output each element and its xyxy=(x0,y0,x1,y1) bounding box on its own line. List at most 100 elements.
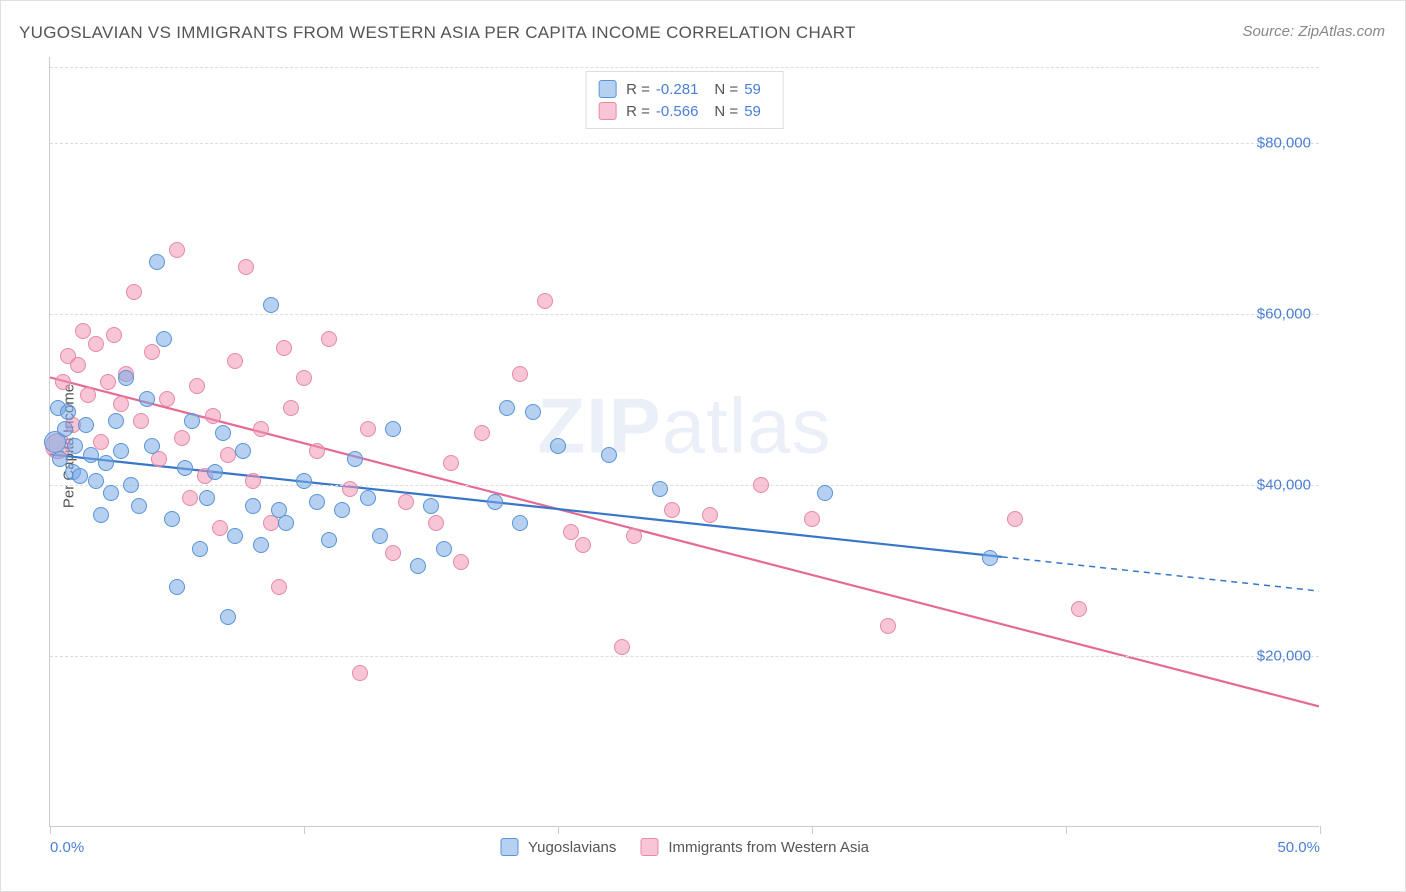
scatter-point-a xyxy=(525,404,541,420)
r-label: R = xyxy=(626,103,650,120)
scatter-point-b xyxy=(804,511,820,527)
scatter-point-a xyxy=(215,425,231,441)
y-tick-label: $40,000 xyxy=(1257,476,1311,493)
scatter-point-b xyxy=(443,455,459,471)
scatter-point-b xyxy=(106,327,122,343)
scatter-point-a xyxy=(93,507,109,523)
n-label: N = xyxy=(714,81,738,98)
scatter-point-b xyxy=(1071,601,1087,617)
legend-item-a: Yugoslavians xyxy=(500,838,616,856)
r-value-a: -0.281 xyxy=(656,81,699,98)
scatter-point-a xyxy=(982,550,998,566)
scatter-point-a xyxy=(550,438,566,454)
scatter-point-b xyxy=(575,537,591,553)
scatter-point-b xyxy=(113,396,129,412)
scatter-point-b xyxy=(220,447,236,463)
scatter-point-a xyxy=(487,494,503,510)
scatter-point-a xyxy=(98,455,114,471)
n-value-b: 59 xyxy=(744,103,761,120)
scatter-point-b xyxy=(563,524,579,540)
scatter-point-b xyxy=(271,579,287,595)
scatter-point-a xyxy=(512,515,528,531)
x-tick-label: 0.0% xyxy=(50,839,84,856)
scatter-point-b xyxy=(75,323,91,339)
scatter-point-a xyxy=(131,498,147,514)
scatter-point-b xyxy=(309,443,325,459)
swatch-series-a xyxy=(500,838,518,856)
scatter-point-a xyxy=(360,490,376,506)
r-value-b: -0.566 xyxy=(656,103,699,120)
scatter-point-b xyxy=(321,331,337,347)
scatter-point-b xyxy=(133,413,149,429)
y-tick-label: $60,000 xyxy=(1257,305,1311,322)
scatter-point-a xyxy=(263,297,279,313)
scatter-point-a xyxy=(652,481,668,497)
scatter-point-a xyxy=(321,532,337,548)
scatter-point-a xyxy=(207,464,223,480)
scatter-point-b xyxy=(182,490,198,506)
scatter-point-b xyxy=(227,353,243,369)
scatter-point-b xyxy=(537,293,553,309)
scatter-point-b xyxy=(88,336,104,352)
gridline-h xyxy=(50,656,1319,657)
scatter-point-a xyxy=(192,541,208,557)
scatter-point-a xyxy=(199,490,215,506)
scatter-point-b xyxy=(238,259,254,275)
chart-title: YUGOSLAVIAN VS IMMIGRANTS FROM WESTERN A… xyxy=(19,23,856,43)
y-tick-label: $20,000 xyxy=(1257,647,1311,664)
x-tick xyxy=(1320,826,1321,834)
x-tick-label: 50.0% xyxy=(1277,839,1320,856)
trend-line xyxy=(1002,557,1319,591)
watermark-bold: ZIP xyxy=(537,382,661,470)
scatter-point-b xyxy=(342,481,358,497)
gridline-h xyxy=(50,485,1319,486)
scatter-point-a xyxy=(103,485,119,501)
scatter-point-a xyxy=(184,413,200,429)
scatter-point-a xyxy=(78,417,94,433)
scatter-point-a xyxy=(601,447,617,463)
plot-area: ZIPatlas R = -0.281 N = 59 R = -0.566 N … xyxy=(49,57,1319,827)
watermark: ZIPatlas xyxy=(537,381,831,472)
x-tick xyxy=(304,826,305,834)
chart-container: YUGOSLAVIAN VS IMMIGRANTS FROM WESTERN A… xyxy=(0,0,1406,892)
scatter-point-a xyxy=(235,443,251,459)
x-tick xyxy=(50,826,51,834)
scatter-point-a xyxy=(220,609,236,625)
trend-line xyxy=(50,454,1002,557)
scatter-point-a xyxy=(436,541,452,557)
scatter-point-b xyxy=(212,520,228,536)
scatter-point-a xyxy=(245,498,261,514)
scatter-point-b xyxy=(512,366,528,382)
swatch-series-b xyxy=(640,838,658,856)
r-label: R = xyxy=(626,81,650,98)
scatter-point-a xyxy=(410,558,426,574)
scatter-point-a xyxy=(177,460,193,476)
legend-bottom: Yugoslavians Immigrants from Western Asi… xyxy=(500,838,869,856)
legend-top: R = -0.281 N = 59 R = -0.566 N = 59 xyxy=(585,71,784,129)
scatter-point-a xyxy=(72,468,88,484)
trend-lines-svg xyxy=(50,57,1319,826)
scatter-point-a xyxy=(499,400,515,416)
series-a-name: Yugoslavians xyxy=(528,839,616,856)
y-tick-label: $80,000 xyxy=(1257,134,1311,151)
scatter-point-a xyxy=(144,438,160,454)
scatter-point-b xyxy=(144,344,160,360)
scatter-point-b xyxy=(474,425,490,441)
scatter-point-b xyxy=(100,374,116,390)
scatter-point-a xyxy=(385,421,401,437)
scatter-point-a xyxy=(67,438,83,454)
scatter-point-b xyxy=(753,477,769,493)
scatter-point-a xyxy=(164,511,180,527)
scatter-point-b xyxy=(360,421,376,437)
scatter-point-b xyxy=(1007,511,1023,527)
scatter-point-b xyxy=(428,515,444,531)
n-label: N = xyxy=(714,103,738,120)
scatter-point-b xyxy=(189,378,205,394)
scatter-point-b xyxy=(253,421,269,437)
scatter-point-b xyxy=(276,340,292,356)
scatter-point-a xyxy=(139,391,155,407)
scatter-point-a xyxy=(296,473,312,489)
scatter-point-b xyxy=(245,473,261,489)
scatter-point-a xyxy=(108,413,124,429)
scatter-point-a xyxy=(149,254,165,270)
